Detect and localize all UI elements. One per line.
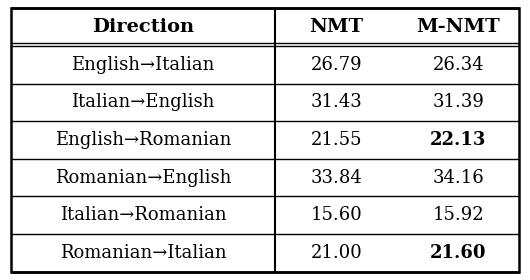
- Text: 21.55: 21.55: [311, 131, 362, 149]
- Text: 21.00: 21.00: [311, 244, 362, 262]
- Text: English→Italian: English→Italian: [71, 56, 215, 74]
- Text: Italian→English: Italian→English: [71, 94, 215, 111]
- Text: Romanian→English: Romanian→English: [55, 169, 231, 186]
- Text: 34.16: 34.16: [432, 169, 484, 186]
- Text: 33.84: 33.84: [311, 169, 362, 186]
- Text: 21.60: 21.60: [430, 244, 487, 262]
- Text: 26.34: 26.34: [432, 56, 484, 74]
- Text: 15.60: 15.60: [311, 206, 362, 224]
- Text: 31.43: 31.43: [311, 94, 362, 111]
- Text: NMT: NMT: [309, 18, 363, 36]
- Text: 26.79: 26.79: [311, 56, 362, 74]
- Text: M-NMT: M-NMT: [417, 18, 500, 36]
- Text: English→Romanian: English→Romanian: [55, 131, 231, 149]
- Text: 31.39: 31.39: [432, 94, 484, 111]
- Text: 22.13: 22.13: [430, 131, 487, 149]
- Text: Romanian→Italian: Romanian→Italian: [59, 244, 226, 262]
- Text: Direction: Direction: [92, 18, 194, 36]
- Text: 15.92: 15.92: [432, 206, 484, 224]
- Text: Italian→Romanian: Italian→Romanian: [59, 206, 226, 224]
